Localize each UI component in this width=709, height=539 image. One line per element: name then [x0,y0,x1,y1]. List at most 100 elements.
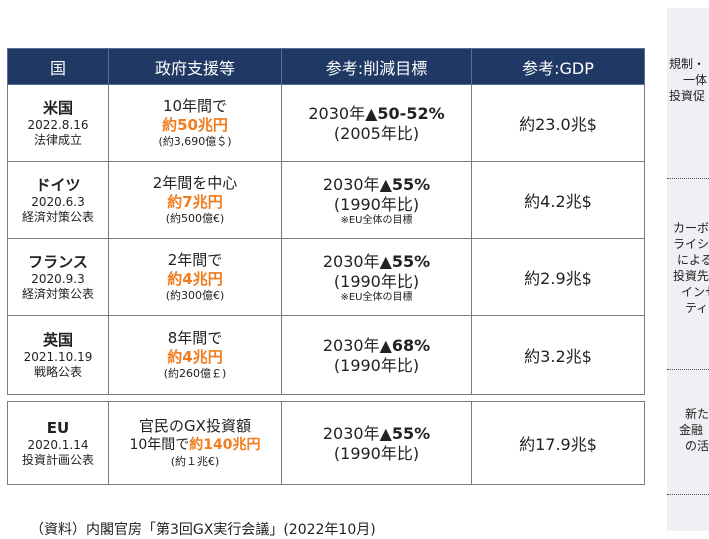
country-name: EU [46,418,70,437]
target-base-year: (1990年比) [333,355,420,375]
country-note: 投資計画公表 [21,452,94,467]
table-row-us: 米国 2022.8.16 法律成立 10年間で 約50兆円 (約3,690億＄)… [7,84,645,162]
side-text: ティブ [685,301,709,315]
target-value: ▲55% [379,174,431,194]
support-foreign-amount: (約500億€) [165,212,225,225]
support-period: 10年間で [162,97,228,115]
support-period: 2年間で [167,251,223,269]
side-divider [667,369,709,370]
support-amount: 約4兆円 [167,348,223,366]
support-cell: 8年間で 約4兆円 (約260億￡) [108,315,282,395]
target-value: ▲68% [379,335,431,355]
support-amount: 約140兆円 [189,437,261,453]
country-name: 英国 [42,330,73,349]
side-text: 規制・ [669,57,706,71]
source-note: （資料）内閣官房「第3回GX実行会議」(2022年10月) [30,522,376,538]
country-note: 法律成立 [33,132,82,147]
support-description: 官民のGX投資額 [139,417,251,435]
country-cell: 英国 2021.10.19 戦略公表 [7,315,109,395]
support-amount: 約4兆円 [167,270,223,288]
target-base-year: (1990年比) [333,443,420,463]
support-period: 10年間で [129,437,190,453]
target-year: 2030年 [322,174,380,194]
header-gdp: 参考:GDP [471,48,645,85]
support-period: 2年間を中心 [152,174,238,192]
side-divider [667,494,709,495]
target-year: 2030年 [308,103,366,123]
side-text: による [677,253,709,267]
side-block-2: カーボ ライシ による 投資先 インセ ティブ [673,220,709,316]
side-text: インセ [681,285,709,299]
table-row-germany: ドイツ 2020.6.3 経済対策公表 2年間を中心 約7兆円 (約500億€)… [7,161,645,239]
target-cell: 2030年▲55% (1990年比) ※EU全体の目標 [281,161,472,239]
country-cell: 米国 2022.8.16 法律成立 [7,84,109,162]
country-date: 2022.8.16 [27,117,89,132]
support-cell: 官民のGX投資額 10年間で約140兆円 (約１兆€) [108,401,282,485]
side-block-3: 新た 金融 の活 [679,406,709,454]
target-base-year: (1990年比) [333,194,420,214]
country-cell: ドイツ 2020.6.3 経済対策公表 [7,161,109,239]
target-base-year: (1990年比) [333,271,420,291]
target-year: 2030年 [322,423,380,443]
country-name: ドイツ [35,175,81,194]
target-base-year: (2005年比) [333,123,420,143]
target-footnote: ※EU全体の目標 [340,291,413,303]
table-header-row: 国 政府支援等 参考:削減目標 参考:GDP [7,48,645,85]
side-text: 投資先 [673,269,709,283]
country-cell: EU 2020.1.14 投資計画公表 [7,401,109,485]
gdp-cell: 約4.2兆$ [471,161,645,239]
side-text: ライシ [673,237,709,251]
target-value: ▲55% [379,251,431,271]
side-text: の活 [685,439,709,453]
support-period: 8年間で [167,329,223,347]
country-date: 2020.1.14 [27,437,89,452]
support-foreign-amount: (約3,690億＄) [158,135,232,148]
target-year: 2030年 [322,251,380,271]
side-text: 新た [685,407,709,421]
country-date: 2020.9.3 [31,271,85,286]
comparison-table: 国 政府支援等 参考:削減目標 参考:GDP 米国 2022.8.16 法律成立… [7,48,645,395]
support-foreign-amount: (約１兆€) [170,455,220,468]
header-country: 国 [7,48,109,85]
country-note: 経済対策公表 [21,209,94,224]
support-foreign-amount: (約300億€) [165,289,225,302]
support-cell: 2年間を中心 約7兆円 (約500億€) [108,161,282,239]
table-row-france: フランス 2020.9.3 経済対策公表 2年間で 約4兆円 (約300億€) … [7,238,645,316]
gdp-cell: 約17.9兆$ [471,401,645,485]
eu-table: EU 2020.1.14 投資計画公表 官民のGX投資額 10年間で約140兆円… [7,401,645,485]
side-text: 金融 [679,423,704,437]
side-panel: 規制・ 一体 投資促 カーボ ライシ による 投資先 インセ ティブ 新た 金融… [667,8,709,531]
country-date: 2021.10.19 [23,349,93,364]
target-cell: 2030年▲68% (1990年比) [281,315,472,395]
side-divider [667,178,709,179]
country-name: フランス [28,252,88,271]
table-row-uk: 英国 2021.10.19 戦略公表 8年間で 約4兆円 (約260億￡) 20… [7,315,645,395]
gdp-cell: 約2.9兆$ [471,238,645,316]
side-text: 投資促 [669,89,706,103]
table-row-eu: EU 2020.1.14 投資計画公表 官民のGX投資額 10年間で約140兆円… [7,401,645,485]
side-block-1: 規制・ 一体 投資促 [669,56,709,104]
gdp-cell: 約3.2兆$ [471,315,645,395]
country-note: 経済対策公表 [21,286,94,301]
target-footnote: ※EU全体の目標 [340,214,413,226]
side-text: 一体 [683,73,708,87]
target-value: ▲55% [379,423,431,443]
target-year: 2030年 [322,335,380,355]
side-text: カーボ [673,221,709,235]
support-amount: 約7兆円 [167,193,223,211]
support-cell: 10年間で 約50兆円 (約3,690億＄) [108,84,282,162]
support-amount: 約50兆円 [162,116,228,134]
header-support: 政府支援等 [108,48,282,85]
gdp-cell: 約23.0兆$ [471,84,645,162]
target-cell: 2030年▲55% (1990年比) ※EU全体の目標 [281,238,472,316]
country-name: 米国 [42,98,73,117]
target-cell: 2030年▲55% (1990年比) [281,401,472,485]
country-date: 2020.6.3 [31,194,85,209]
support-cell: 2年間で 約4兆円 (約300億€) [108,238,282,316]
support-foreign-amount: (約260億￡) [163,367,227,380]
country-cell: フランス 2020.9.3 経済対策公表 [7,238,109,316]
target-cell: 2030年▲50-52% (2005年比) [281,84,472,162]
country-note: 戦略公表 [33,364,82,379]
header-target: 参考:削減目標 [281,48,472,85]
target-value: ▲50-52% [365,103,445,123]
